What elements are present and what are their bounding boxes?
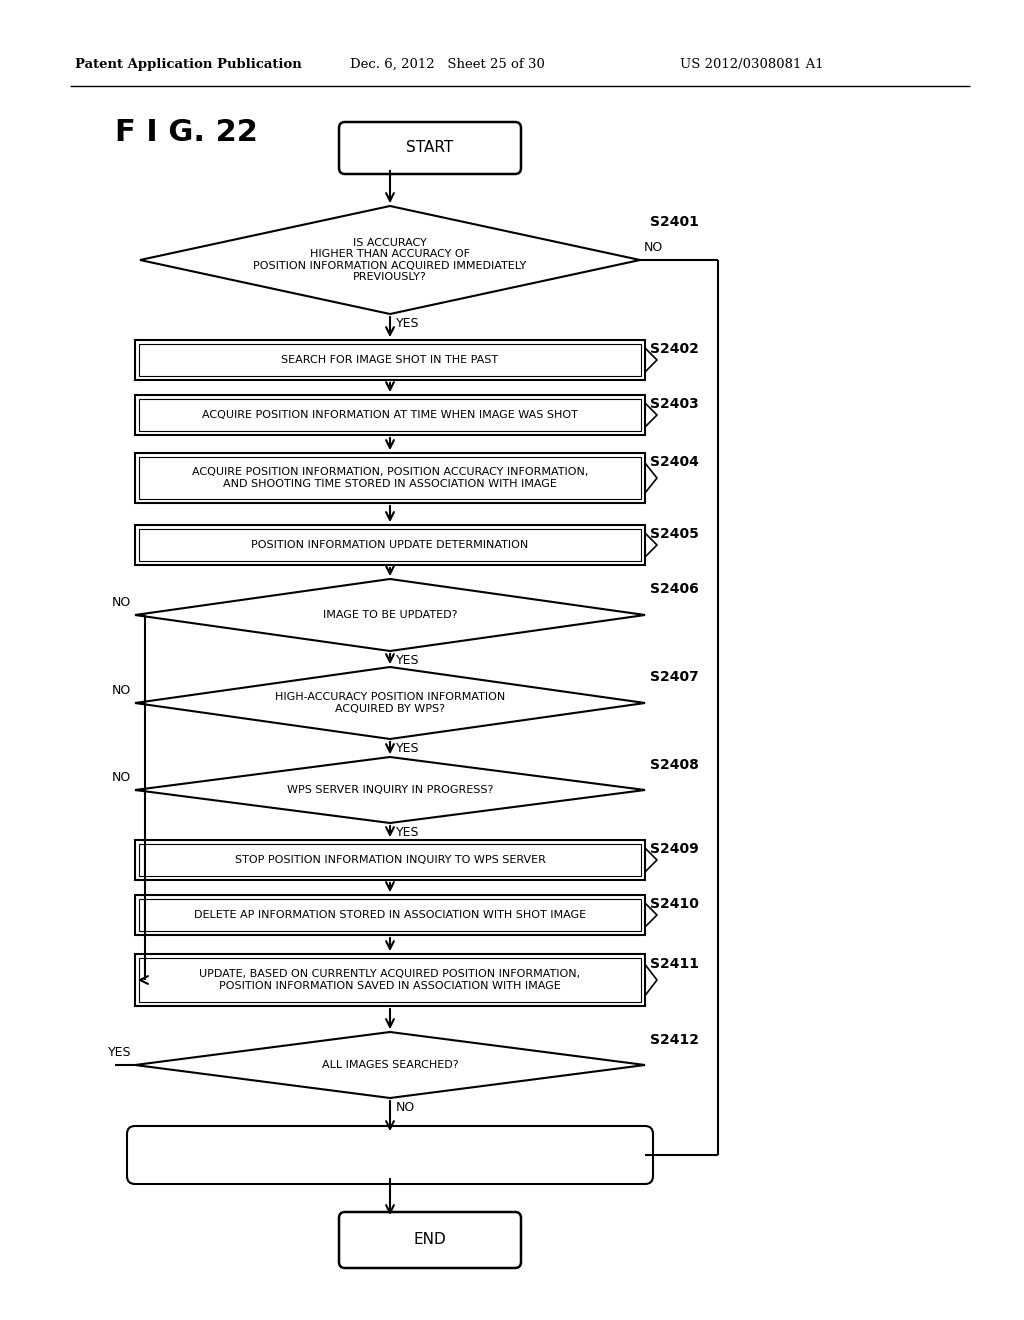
Bar [139, 457, 641, 499]
Bar [135, 453, 645, 503]
Text: NO: NO [396, 1101, 416, 1114]
Text: Patent Application Publication: Patent Application Publication [75, 58, 302, 71]
Text: IMAGE TO BE UPDATED?: IMAGE TO BE UPDATED? [323, 610, 458, 620]
Text: NO: NO [112, 597, 131, 609]
Text: S2406: S2406 [650, 582, 698, 597]
Text: S2405: S2405 [650, 527, 698, 541]
Text: S2412: S2412 [650, 1034, 699, 1047]
Text: YES: YES [108, 1045, 131, 1059]
Text: ACQUIRE POSITION INFORMATION AT TIME WHEN IMAGE WAS SHOT: ACQUIRE POSITION INFORMATION AT TIME WHE… [202, 411, 578, 420]
Text: S2407: S2407 [650, 671, 698, 684]
FancyBboxPatch shape [339, 121, 521, 174]
Bar [135, 895, 645, 935]
Polygon shape [135, 1032, 645, 1098]
Text: START: START [407, 140, 454, 156]
Text: END: END [414, 1233, 446, 1247]
Text: Dec. 6, 2012   Sheet 25 of 30: Dec. 6, 2012 Sheet 25 of 30 [350, 58, 545, 71]
Text: NO: NO [112, 771, 131, 784]
Polygon shape [135, 667, 645, 739]
Bar [135, 954, 645, 1006]
Text: NO: NO [644, 242, 664, 253]
Polygon shape [140, 206, 640, 314]
Bar [139, 399, 641, 432]
Text: US 2012/0308081 A1: US 2012/0308081 A1 [680, 58, 823, 71]
Text: SEARCH FOR IMAGE SHOT IN THE PAST: SEARCH FOR IMAGE SHOT IN THE PAST [282, 355, 499, 366]
Bar [139, 529, 641, 561]
Text: POSITION INFORMATION UPDATE DETERMINATION: POSITION INFORMATION UPDATE DETERMINATIO… [251, 540, 528, 550]
Text: HIGH-ACCURACY POSITION INFORMATION
ACQUIRED BY WPS?: HIGH-ACCURACY POSITION INFORMATION ACQUI… [274, 692, 505, 714]
Bar [135, 525, 645, 565]
Text: YES: YES [396, 742, 420, 755]
Bar [139, 345, 641, 376]
Text: YES: YES [396, 653, 420, 667]
Polygon shape [135, 756, 645, 822]
Bar [139, 958, 641, 1002]
Text: ALL IMAGES SEARCHED?: ALL IMAGES SEARCHED? [322, 1060, 459, 1071]
FancyBboxPatch shape [127, 1126, 653, 1184]
Text: S2404: S2404 [650, 455, 698, 469]
Text: S2402: S2402 [650, 342, 698, 356]
Text: YES: YES [396, 317, 420, 330]
FancyBboxPatch shape [339, 1212, 521, 1269]
Bar [139, 899, 641, 931]
Text: S2411: S2411 [650, 957, 699, 972]
Text: STOP POSITION INFORMATION INQUIRY TO WPS SERVER: STOP POSITION INFORMATION INQUIRY TO WPS… [234, 855, 546, 865]
Bar [135, 341, 645, 380]
Text: S2409: S2409 [650, 842, 698, 855]
Text: DELETE AP INFORMATION STORED IN ASSOCIATION WITH SHOT IMAGE: DELETE AP INFORMATION STORED IN ASSOCIAT… [194, 909, 586, 920]
Bar [139, 843, 641, 876]
Text: YES: YES [396, 826, 420, 840]
Text: S2403: S2403 [650, 397, 698, 411]
Text: S2410: S2410 [650, 898, 698, 911]
Polygon shape [135, 579, 645, 651]
Text: NO: NO [112, 684, 131, 697]
Bar [135, 840, 645, 880]
Bar [135, 395, 645, 436]
Text: S2401: S2401 [650, 215, 698, 228]
Text: F I G. 22: F I G. 22 [115, 117, 258, 147]
Text: ACQUIRE POSITION INFORMATION, POSITION ACCURACY INFORMATION,
AND SHOOTING TIME S: ACQUIRE POSITION INFORMATION, POSITION A… [191, 467, 588, 488]
Text: UPDATE, BASED ON CURRENTLY ACQUIRED POSITION INFORMATION,
POSITION INFORMATION S: UPDATE, BASED ON CURRENTLY ACQUIRED POSI… [200, 969, 581, 991]
Text: S2408: S2408 [650, 758, 698, 772]
Text: WPS SERVER INQUIRY IN PROGRESS?: WPS SERVER INQUIRY IN PROGRESS? [287, 785, 494, 795]
Text: IS ACCURACY
HIGHER THAN ACCURACY OF
POSITION INFORMATION ACQUIRED IMMEDIATELY
PR: IS ACCURACY HIGHER THAN ACCURACY OF POSI… [253, 238, 526, 282]
